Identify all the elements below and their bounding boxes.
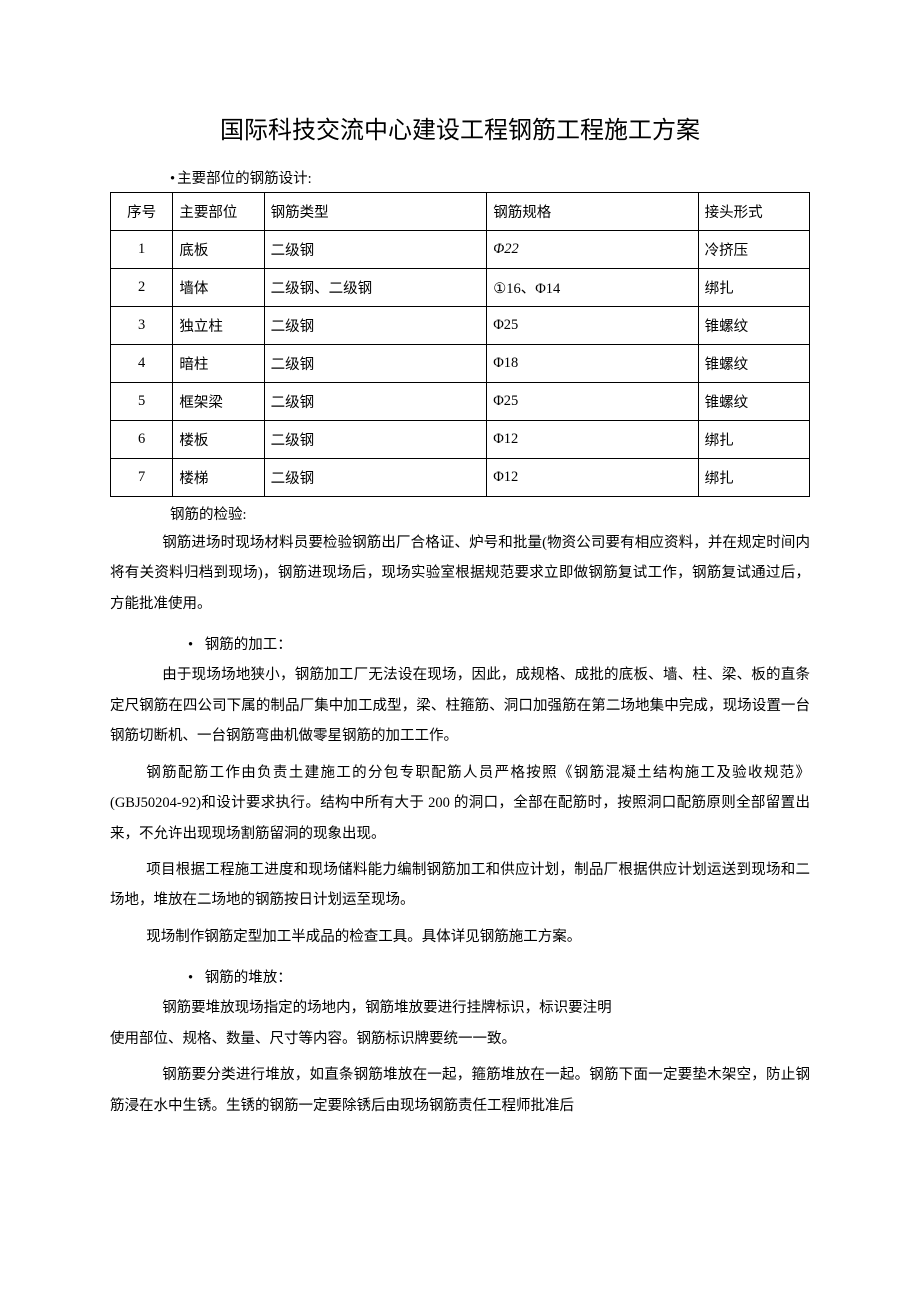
processing-paragraph-4: 现场制作钢筋定型加工半成品的检查工具。具体详见钢筋施工方案。	[110, 922, 810, 952]
stacking-paragraph-1: 钢筋要堆放现场指定的场地内，钢筋堆放要进行挂牌标识，标识要注明	[110, 993, 810, 1023]
th-seq: 序号	[111, 193, 173, 231]
cell-spec: Φ22	[487, 231, 698, 269]
table-row: 7 楼梯 二级钢 Φ12 绑扎	[111, 459, 810, 497]
stacking-paragraph-3: 钢筋要分类进行堆放，如直条钢筋堆放在一起，箍筋堆放在一起。钢筋下面一定要垫木架空…	[110, 1060, 810, 1121]
cell-part: 框架梁	[173, 383, 264, 421]
th-join: 接头形式	[698, 193, 809, 231]
section-design-label: 主要部位的钢筋设计:	[170, 167, 810, 188]
cell-part: 墙体	[173, 269, 264, 307]
cell-seq: 4	[111, 345, 173, 383]
cell-type: 二级钢	[264, 345, 487, 383]
cell-seq: 7	[111, 459, 173, 497]
cell-spec: Φ18	[487, 345, 698, 383]
cell-type: 二级钢、二级钢	[264, 269, 487, 307]
cell-join: 绑扎	[698, 269, 809, 307]
table-row: 3 独立柱 二级钢 Φ25 锥螺纹	[111, 307, 810, 345]
table-row: 6 楼板 二级钢 Φ12 绑扎	[111, 421, 810, 459]
th-spec: 钢筋规格	[487, 193, 698, 231]
table-row: 4 暗柱 二级钢 Φ18 锥螺纹	[111, 345, 810, 383]
cell-join: 绑扎	[698, 421, 809, 459]
cell-spec: Φ25	[487, 383, 698, 421]
th-part: 主要部位	[173, 193, 264, 231]
cell-seq: 2	[111, 269, 173, 307]
inspection-paragraph: 钢筋进场时现场材料员要检验钢筋出厂合格证、炉号和批量(物资公司要有相应资料，并在…	[110, 528, 810, 619]
table-row: 2 墙体 二级钢、二级钢 ①16、Φ14 绑扎	[111, 269, 810, 307]
cell-type: 二级钢	[264, 459, 487, 497]
cell-seq: 5	[111, 383, 173, 421]
rebar-table: 序号 主要部位 钢筋类型 钢筋规格 接头形式 1 底板 二级钢 Φ22 冷挤压 …	[110, 192, 810, 497]
cell-part: 暗柱	[173, 345, 264, 383]
section-inspection-label: 钢筋的检验:	[170, 503, 810, 524]
processing-paragraph-1: 由于现场场地狭小，钢筋加工厂无法设在现场，因此，成规格、成批的底板、墙、柱、梁、…	[110, 660, 810, 751]
stacking-paragraph-2: 使用部位、规格、数量、尺寸等内容。钢筋标识牌要统一一致。	[110, 1024, 810, 1054]
cell-type: 二级钢	[264, 383, 487, 421]
cell-part: 独立柱	[173, 307, 264, 345]
cell-part: 楼梯	[173, 459, 264, 497]
section-inspection-text: 钢筋的检验:	[170, 507, 247, 523]
cell-spec: Φ12	[487, 459, 698, 497]
cell-part: 楼板	[173, 421, 264, 459]
cell-spec: ①16、Φ14	[487, 269, 698, 307]
processing-paragraph-2: 钢筋配筋工作由负责土建施工的分包专职配筋人员严格按照《钢筋混凝土结构施工及验收规…	[110, 758, 810, 849]
section-design-text: 主要部位的钢筋设计:	[177, 171, 312, 187]
cell-part: 底板	[173, 231, 264, 269]
cell-spec: Φ12	[487, 421, 698, 459]
cell-seq: 6	[111, 421, 173, 459]
section-processing-label: 钢筋的加工：	[188, 633, 810, 654]
cell-join: 冷挤压	[698, 231, 809, 269]
cell-type: 二级钢	[264, 231, 487, 269]
cell-type: 二级钢	[264, 307, 487, 345]
cell-join: 锥螺纹	[698, 383, 809, 421]
section-stacking-label: 钢筋的堆放：	[188, 966, 810, 987]
processing-paragraph-3: 项目根据工程施工进度和现场储料能力编制钢筋加工和供应计划，制品厂根据供应计划运送…	[110, 855, 810, 916]
table-row: 5 框架梁 二级钢 Φ25 锥螺纹	[111, 383, 810, 421]
cell-join: 锥螺纹	[698, 307, 809, 345]
cell-seq: 3	[111, 307, 173, 345]
cell-join: 绑扎	[698, 459, 809, 497]
cell-spec: Φ25	[487, 307, 698, 345]
page-title: 国际科技交流中心建设工程钢筋工程施工方案	[110, 110, 810, 145]
table-header-row: 序号 主要部位 钢筋类型 钢筋规格 接头形式	[111, 193, 810, 231]
table-row: 1 底板 二级钢 Φ22 冷挤压	[111, 231, 810, 269]
cell-join: 锥螺纹	[698, 345, 809, 383]
cell-type: 二级钢	[264, 421, 487, 459]
th-type: 钢筋类型	[264, 193, 487, 231]
cell-seq: 1	[111, 231, 173, 269]
